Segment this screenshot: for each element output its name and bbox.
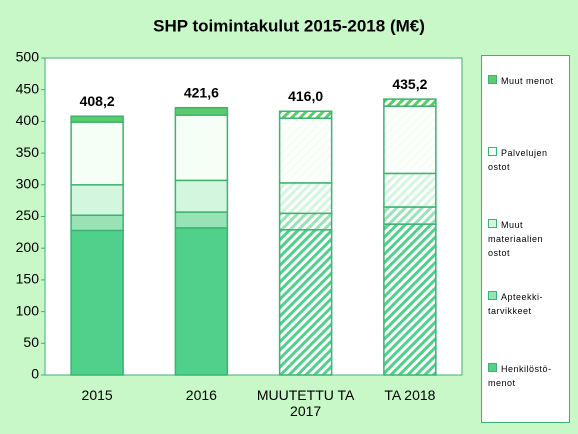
legend-swatch — [488, 75, 497, 84]
bar-segment — [278, 182, 333, 215]
chart-title: SHP toimintakulut 2015-2018 (M€) — [153, 16, 425, 35]
legend-item: Palvelujen ostot — [488, 146, 568, 174]
y-tick-label: 100 — [16, 302, 40, 318]
legend-item: Apteekki-tarvikkeet — [488, 290, 568, 318]
legend-label: Apteekki-tarvikkeet — [488, 292, 544, 316]
x-tick-label: TA 2018 — [384, 387, 436, 403]
bar-segment — [383, 206, 437, 225]
y-tick-label: 350 — [16, 144, 40, 160]
x-tick-label: 2016 — [185, 387, 217, 403]
legend-swatch — [488, 291, 497, 300]
total-label: 421,6 — [184, 84, 219, 100]
legend-swatch — [488, 219, 497, 228]
legend-swatch — [488, 147, 497, 156]
bar-segment — [174, 211, 229, 229]
y-tick-label: 250 — [16, 207, 40, 223]
bar-segment — [174, 114, 229, 182]
bar-segment — [70, 184, 124, 216]
legend-label: Henkilöstö-menot — [488, 364, 552, 388]
bar-segment — [174, 227, 229, 376]
total-label: 435,2 — [392, 76, 427, 92]
bar-segment — [383, 223, 437, 376]
legend-item: Muut materiaalien ostot — [488, 218, 568, 260]
legend-swatch — [488, 363, 497, 372]
y-tick-label: 450 — [16, 80, 40, 96]
bar-segment — [174, 106, 229, 116]
bar-segment — [278, 212, 333, 231]
y-tick-label: 150 — [16, 271, 40, 287]
bar-segment — [278, 110, 333, 119]
bar-segment — [70, 214, 124, 232]
legend-label: Muut materiaalien ostot — [488, 220, 544, 258]
x-tick-label: MUUTETTU TA 2017 — [256, 387, 355, 419]
legend-item: Henkilöstö-menot — [488, 362, 568, 390]
y-tick-label: 300 — [16, 176, 40, 192]
legend: Henkilöstö-menot Apteekki-tarvikkeet Muut … — [481, 55, 570, 423]
y-tick-label: 500 — [16, 49, 40, 65]
y-tick-label: 400 — [16, 112, 40, 128]
bar-segment — [278, 229, 333, 376]
y-tick-label: 50 — [23, 334, 39, 350]
bar-segment — [278, 117, 333, 184]
total-label: 408,2 — [80, 93, 115, 109]
bar-segment — [174, 179, 229, 213]
total-label: 416,0 — [288, 88, 323, 104]
bar-segment — [70, 121, 124, 186]
legend-item: Muut menot — [488, 74, 568, 88]
bar-segment — [70, 229, 124, 376]
legend-label: Palvelujen ostot — [488, 148, 548, 172]
bar-segment — [383, 105, 437, 175]
bar-segment — [383, 98, 437, 107]
bar-segment — [383, 172, 437, 208]
y-tick-label: 200 — [16, 239, 40, 255]
y-tick-label: 0 — [31, 366, 39, 382]
x-tick-label: 2015 — [81, 387, 113, 403]
bar-segment — [70, 115, 124, 123]
legend-label: Muut menot — [501, 76, 554, 86]
